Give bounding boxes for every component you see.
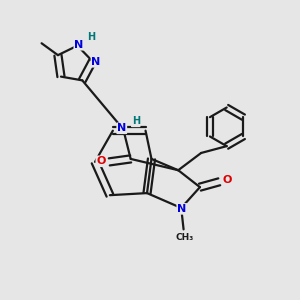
Text: N: N [117, 123, 126, 133]
Text: N: N [74, 40, 83, 50]
Text: N: N [177, 204, 186, 214]
Text: CH₃: CH₃ [175, 233, 193, 242]
Text: O: O [223, 175, 232, 185]
Text: H: H [88, 32, 96, 42]
Text: H: H [132, 116, 140, 127]
Text: O: O [96, 156, 106, 166]
Text: N: N [92, 57, 100, 67]
